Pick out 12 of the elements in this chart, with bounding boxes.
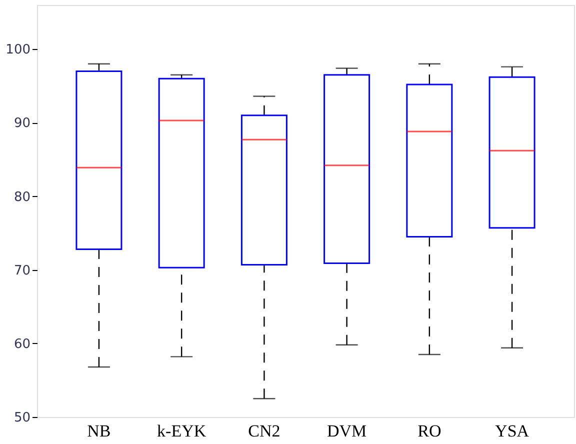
x-tick-label: RO bbox=[418, 422, 442, 440]
x-tick-label: k-EYK bbox=[157, 422, 207, 440]
y-tick-label: 90 bbox=[14, 116, 30, 132]
y-tick-label: 50 bbox=[14, 410, 30, 426]
x-tick-label: NB bbox=[87, 422, 111, 440]
y-tick-label: 70 bbox=[14, 263, 30, 278]
x-tick-label: DVM bbox=[326, 422, 367, 440]
y-tick-label: 60 bbox=[14, 336, 30, 352]
x-tick-label: YSA bbox=[495, 422, 530, 440]
x-tick-label: CN2 bbox=[248, 422, 280, 440]
y-tick-label: 80 bbox=[14, 190, 30, 205]
y-tick-label: 100 bbox=[6, 42, 30, 58]
